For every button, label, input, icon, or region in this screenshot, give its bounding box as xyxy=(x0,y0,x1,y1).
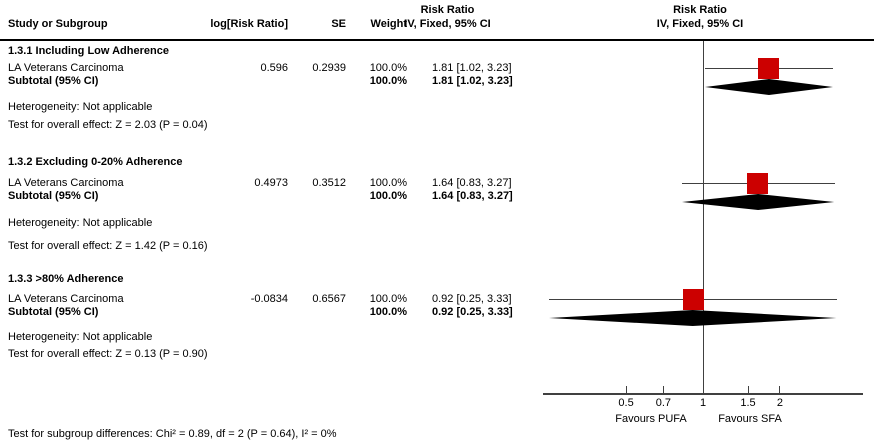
overall-effect-note: Test for overall effect: Z = 2.03 (P = 0… xyxy=(8,119,208,131)
plot-column-header-line2: IV, Fixed, 95% CI xyxy=(656,18,744,30)
subtotal-ci-text: 1.81 [1.02, 3.23] xyxy=(432,75,513,87)
subtotal-weight: 100.0% xyxy=(369,190,407,202)
subtotal-label: Subtotal (95% CI) xyxy=(8,190,99,202)
subgroup-heading: 1.3.3 >80% Adherence xyxy=(8,273,124,285)
ci-column-header-line1: Risk Ratio xyxy=(420,4,475,16)
study-weight: 100.0% xyxy=(369,293,407,305)
subtotal-ci-text: 0.92 [0.25, 3.33] xyxy=(432,306,513,318)
subtotal-label: Subtotal (95% CI) xyxy=(8,75,99,87)
axis-tick xyxy=(662,386,664,395)
effect-square-marker xyxy=(758,57,780,79)
column-header-se: SE xyxy=(331,18,346,30)
column-header-study: Study or Subgroup xyxy=(8,18,108,30)
subtotal-diamond xyxy=(705,79,834,95)
study-ci-text: 1.64 [0.83, 3.27] xyxy=(432,177,512,189)
heterogeneity-note: Heterogeneity: Not applicable xyxy=(8,331,153,343)
column-header-weight: Weight xyxy=(370,18,407,30)
subgroup-differences-note: Test for subgroup differences: Chi² = 0.… xyxy=(8,428,337,440)
axis-tick-label: 1 xyxy=(699,397,707,409)
axis-tick-label: 1.5 xyxy=(740,397,756,409)
subtotal-diamond xyxy=(682,194,835,210)
study-se: 0.3512 xyxy=(312,177,346,189)
subgroup-heading: 1.3.2 Excluding 0-20% Adherence xyxy=(8,156,183,168)
study-logrr: 0.4973 xyxy=(254,177,288,189)
header-divider xyxy=(0,39,874,41)
axis-tick xyxy=(779,386,781,395)
effect-square-marker xyxy=(683,288,705,310)
axis-tick-label: 2 xyxy=(776,397,783,409)
heterogeneity-note: Heterogeneity: Not applicable xyxy=(8,101,153,113)
plot-column-header-line1: Risk Ratio xyxy=(673,4,727,16)
study-name: LA Veterans Carcinoma xyxy=(8,293,124,305)
study-name: LA Veterans Carcinoma xyxy=(8,177,124,189)
study-ci-text: 1.81 [1.02, 3.23] xyxy=(432,62,512,74)
column-header-logrr: log[Risk Ratio] xyxy=(210,18,288,30)
axis-tick-label: 0.7 xyxy=(655,397,672,409)
axis-tick xyxy=(747,386,749,395)
subtotal-diamond xyxy=(549,310,837,326)
favours-right-label: Favours SFA xyxy=(718,413,782,425)
subtotal-weight: 100.0% xyxy=(369,75,407,87)
effect-square-marker xyxy=(747,172,769,194)
study-logrr: -0.0834 xyxy=(250,293,288,305)
study-se: 0.2939 xyxy=(312,62,346,74)
heterogeneity-note: Heterogeneity: Not applicable xyxy=(8,217,153,229)
overall-effect-note: Test for overall effect: Z = 0.13 (P = 0… xyxy=(8,348,208,360)
study-weight: 100.0% xyxy=(369,177,407,189)
axis-tick-label: 0.5 xyxy=(618,397,634,409)
study-logrr: 0.596 xyxy=(260,62,288,74)
study-weight: 100.0% xyxy=(369,62,407,74)
study-se: 0.6567 xyxy=(312,293,346,305)
axis-tick xyxy=(702,386,704,395)
no-effect-line xyxy=(703,41,704,394)
overall-effect-note: Test for overall effect: Z = 1.42 (P = 0… xyxy=(8,240,208,252)
axis-tick xyxy=(625,386,627,395)
study-ci-text: 0.92 [0.25, 3.33] xyxy=(432,293,512,305)
subgroup-heading: 1.3.1 Including Low Adherence xyxy=(8,45,169,57)
subtotal-ci-text: 1.64 [0.83, 3.27] xyxy=(432,190,513,202)
subtotal-label: Subtotal (95% CI) xyxy=(8,306,99,318)
ci-column-header-line2: IV, Fixed, 95% CI xyxy=(404,18,491,30)
favours-left-label: Favours PUFA xyxy=(615,413,687,425)
study-name: LA Veterans Carcinoma xyxy=(8,62,124,74)
subtotal-weight: 100.0% xyxy=(369,306,407,318)
